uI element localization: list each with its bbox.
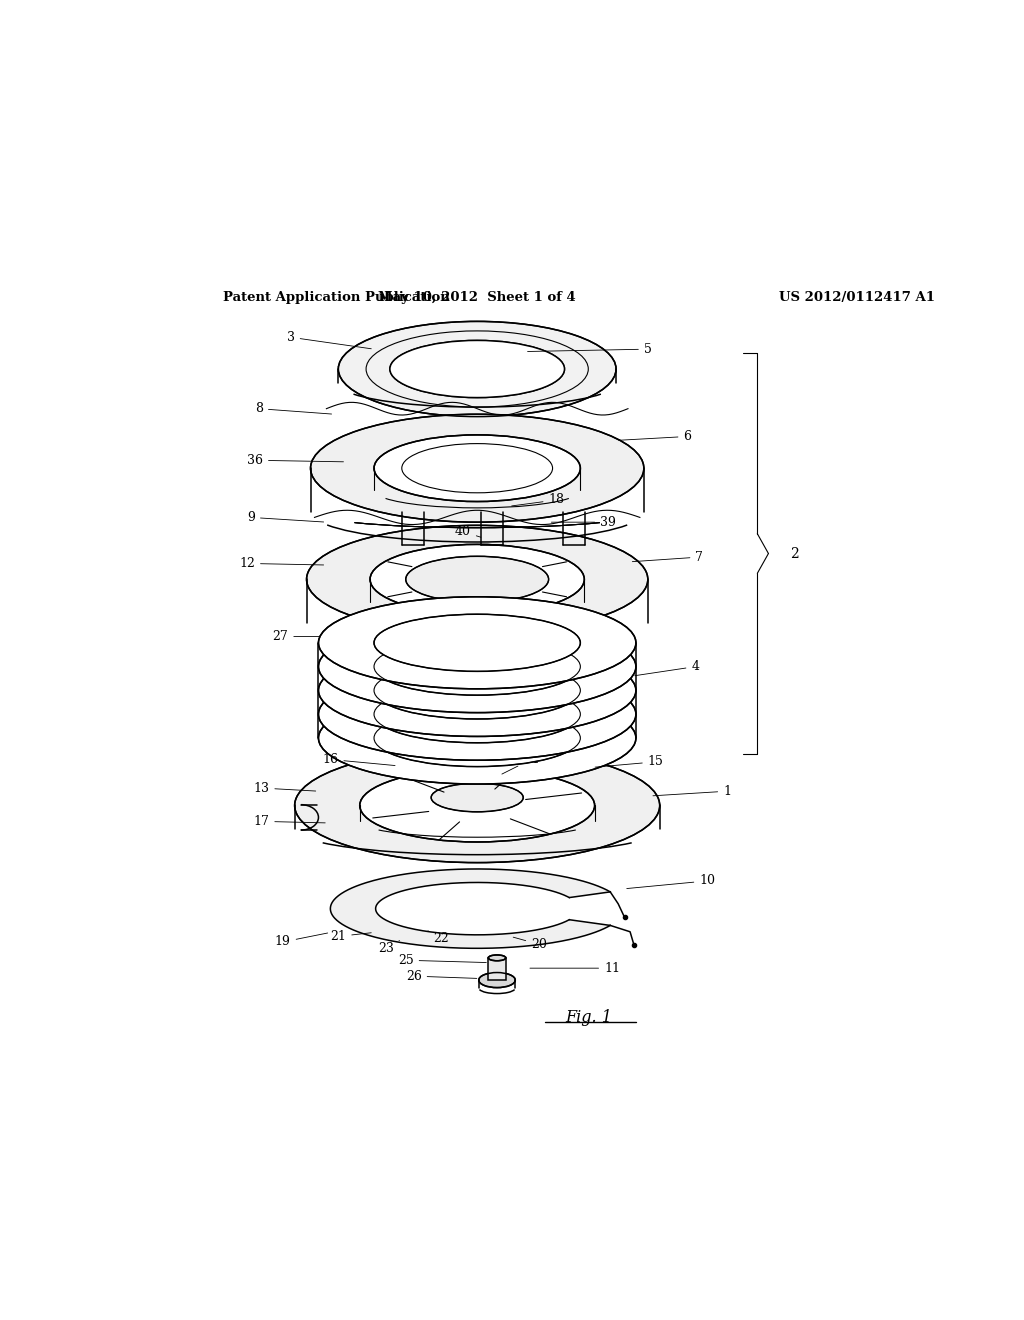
- Text: Patent Application Publication: Patent Application Publication: [223, 292, 450, 304]
- Bar: [488, 958, 506, 979]
- Ellipse shape: [406, 556, 549, 602]
- Text: 6: 6: [618, 430, 691, 444]
- Text: 3: 3: [287, 331, 372, 348]
- Ellipse shape: [318, 620, 636, 713]
- Ellipse shape: [390, 341, 564, 397]
- Ellipse shape: [370, 544, 585, 614]
- Ellipse shape: [310, 414, 644, 523]
- Ellipse shape: [374, 709, 581, 767]
- Text: 5: 5: [527, 343, 651, 355]
- Ellipse shape: [374, 638, 581, 696]
- Text: 21: 21: [331, 929, 372, 942]
- Text: 23: 23: [378, 940, 399, 954]
- Ellipse shape: [390, 341, 564, 397]
- Text: 20: 20: [513, 937, 547, 950]
- Ellipse shape: [488, 954, 506, 961]
- Ellipse shape: [295, 748, 659, 862]
- Text: 10: 10: [627, 874, 716, 888]
- Ellipse shape: [374, 685, 581, 743]
- Text: 25: 25: [398, 954, 486, 966]
- Ellipse shape: [338, 321, 616, 417]
- Ellipse shape: [431, 783, 523, 812]
- Text: 4: 4: [635, 660, 699, 676]
- Ellipse shape: [318, 644, 636, 737]
- Text: 16: 16: [323, 752, 395, 766]
- Text: 19: 19: [274, 933, 328, 949]
- Text: 8: 8: [255, 403, 332, 416]
- Ellipse shape: [359, 770, 595, 842]
- Ellipse shape: [374, 434, 581, 502]
- Text: 27: 27: [272, 630, 333, 643]
- Text: 18: 18: [512, 494, 564, 507]
- Text: 39: 39: [551, 516, 616, 529]
- Text: 17: 17: [253, 814, 326, 828]
- Text: 24: 24: [502, 752, 539, 774]
- Text: 7: 7: [633, 550, 703, 564]
- Ellipse shape: [318, 597, 636, 689]
- Text: 1: 1: [653, 784, 731, 797]
- Text: 9: 9: [247, 511, 324, 524]
- Text: 26: 26: [406, 970, 477, 982]
- Text: 13: 13: [253, 781, 315, 795]
- Text: 36: 36: [247, 454, 343, 467]
- Ellipse shape: [318, 692, 636, 784]
- Ellipse shape: [306, 525, 648, 634]
- Text: 11: 11: [530, 962, 621, 974]
- Ellipse shape: [479, 973, 515, 987]
- Text: Fig. 1: Fig. 1: [565, 1008, 611, 1026]
- Ellipse shape: [318, 668, 636, 760]
- Text: 12: 12: [239, 557, 324, 570]
- Text: 22: 22: [428, 931, 450, 945]
- Ellipse shape: [374, 661, 581, 719]
- Text: 15: 15: [595, 755, 664, 768]
- Text: 14: 14: [544, 620, 603, 634]
- Text: 40: 40: [455, 525, 481, 539]
- Polygon shape: [331, 869, 610, 948]
- Text: 2: 2: [791, 546, 799, 561]
- Text: May 10, 2012  Sheet 1 of 4: May 10, 2012 Sheet 1 of 4: [378, 292, 577, 304]
- Ellipse shape: [374, 614, 581, 672]
- Text: US 2012/0112417 A1: US 2012/0112417 A1: [778, 292, 935, 304]
